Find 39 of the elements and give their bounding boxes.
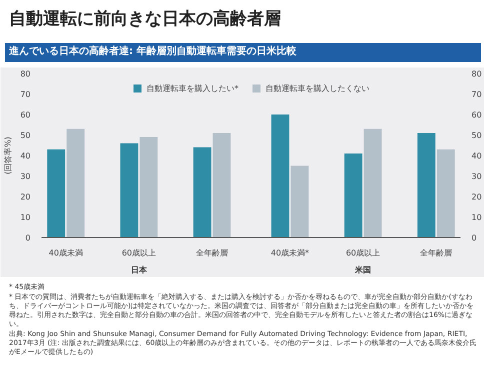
x-tick-label: 全年齢層 [196, 248, 228, 258]
y-tick-label: 40 [20, 151, 31, 160]
bar [436, 148, 455, 238]
y-tick-label: 10 [20, 212, 31, 222]
x-tick-label: 60歳以上 [346, 248, 380, 258]
x-tick-label: 40歳未満 [48, 248, 83, 258]
y2-tick-label: 30 [472, 172, 482, 181]
y-tick-label: 60 [20, 110, 31, 120]
x-tick-label: 全年齢層 [420, 248, 452, 258]
text: 日本 [130, 265, 148, 274]
y2-tick-label: 10 [472, 212, 482, 222]
bar [140, 136, 158, 238]
y2-tick-label: 20 [472, 192, 482, 202]
y-tick-label: 50 [20, 130, 31, 140]
y-tick-label: 70 [20, 90, 31, 99]
y2-tick-label: 50 [472, 130, 482, 140]
y2-tick-label: 40 [472, 151, 482, 160]
bar [120, 142, 138, 238]
chart-subtitle: 進んでいる日本の高齢者達: 年齢層別自動運転車需要の日米比較 [9, 45, 296, 60]
y-tick-label: 80 [20, 69, 31, 78]
bar [417, 132, 436, 238]
text: 米国 [354, 265, 372, 274]
x-tick-label: 60歳以上 [122, 248, 156, 258]
y-axis-title: (回答率%) [3, 136, 12, 174]
bar [344, 153, 362, 238]
legend-label: 自動運転車を購入したくない [266, 82, 370, 94]
chart-title: 自動運転に前向きな日本の高齢者層 [9, 8, 281, 31]
bar [66, 128, 85, 238]
bar [364, 128, 382, 238]
y2-tick-label: 70 [472, 90, 482, 99]
legend-label: 自動運転車を購入したい* [146, 82, 238, 94]
y2-tick-label: 0 [472, 233, 477, 242]
y2-tick-label: 60 [472, 110, 482, 120]
bar [47, 148, 66, 238]
y2-tick-label: 80 [472, 69, 482, 78]
x-tick-label: 40歳未満* [270, 248, 310, 258]
y-tick-label: 20 [20, 192, 31, 202]
y-tick-label: 30 [20, 172, 31, 181]
y-tick-label: 0 [25, 233, 31, 242]
